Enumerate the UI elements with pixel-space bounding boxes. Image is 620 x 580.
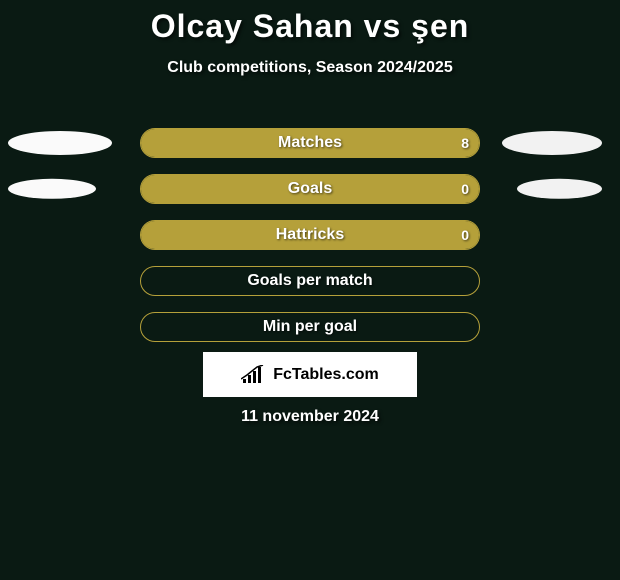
stat-label: Min per goal [263,318,357,336]
stat-value-right: 0 [461,181,469,197]
stat-label: Matches [278,134,342,152]
stat-row: Matches 8 [0,120,620,166]
stat-row: Min per goal [0,304,620,350]
badge-text: FcTables.com [273,366,379,384]
stat-rows: Matches 8 Goals 0 Hattricks 0 Goals per match M… [0,120,620,350]
source-badge[interactable]: FcTables.com [203,352,417,397]
page-subtitle: Club competitions, Season 2024/2025 [0,59,620,77]
page-title: Olcay Sahan vs şen [0,0,620,45]
stat-bar: Matches 8 [140,128,480,158]
stat-row: Hattricks 0 [0,212,620,258]
chart-icon [241,365,267,385]
stat-label: Goals [288,180,332,198]
player-right-marker [502,131,602,155]
stat-row: Goals 0 [0,166,620,212]
stat-bar: Goals per match [140,266,480,296]
stat-bar: Min per goal [140,312,480,342]
stat-bar: Hattricks 0 [140,220,480,250]
player-left-marker [8,131,112,155]
stat-label: Goals per match [247,272,372,290]
comparison-chart: Olcay Sahan vs şen Club competitions, Se… [0,0,620,580]
stat-bar: Goals 0 [140,174,480,204]
player-left-marker [8,179,96,199]
player-right-marker [517,179,602,199]
stat-value-right: 8 [461,135,469,151]
stat-value-right: 0 [461,227,469,243]
stat-label: Hattricks [276,226,344,244]
date-text: 11 november 2024 [0,408,620,426]
stat-row: Goals per match [0,258,620,304]
